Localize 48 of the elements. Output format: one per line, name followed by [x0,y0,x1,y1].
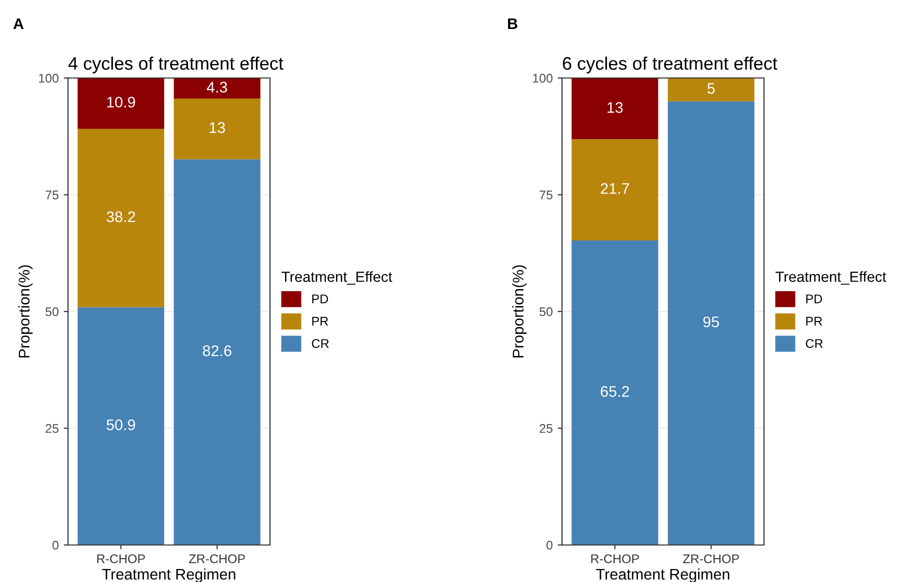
y-tick-label: 75 [540,190,552,200]
data-label: 50.9 [106,419,136,430]
bar [572,240,658,545]
data-label: 5 [707,83,715,94]
y-axis-title: Proportion(%) [512,265,527,358]
y-tick-label: 50 [540,307,552,316]
y-tick-label: 0 [52,540,58,550]
legend-title: Treatment_Effect [776,271,886,285]
y-tick-label: 100 [533,74,552,83]
bar [572,78,658,140]
y-tick-label: 75 [46,190,58,200]
y-tick-label: 50 [46,307,58,316]
bar [572,139,658,241]
y-tick-label: 25 [46,424,58,433]
legend-label: CR [312,339,329,348]
legend-label: PR [806,316,822,326]
x-tick-label: ZR-CHOP [189,554,245,564]
legend-label: PD [806,294,822,304]
y-tick-label: 100 [39,74,58,83]
data-label: 21.7 [600,183,630,194]
chart-title: 4 cycles of treatment effect [68,56,284,74]
data-label: 95 [703,316,719,328]
legend-label: CR [806,339,823,348]
bar [174,98,260,160]
text: A [13,18,24,29]
bar [78,307,164,545]
data-label: 82.6 [202,345,232,356]
y-axis-title: Proportion(%) [18,265,33,358]
x-tick-label: ZR-CHOP [683,554,739,564]
text: B [508,18,518,29]
legend-label: PR [312,316,328,326]
legend-label: PD [312,294,328,304]
bar [174,78,260,99]
x-tick-label: R-CHOP [591,554,639,564]
bar [78,78,164,129]
bar [78,128,164,308]
y-tick-label: 25 [540,424,552,433]
data-label: 65.2 [600,386,630,397]
chart-title: 6 cycles of treatment effect [562,56,778,74]
x-tick-label: R-CHOP [97,554,145,564]
data-label: 13 [608,102,623,113]
data-label: 13 [210,122,225,134]
data-label: 10.9 [107,96,136,108]
data-label: 38.2 [106,211,136,222]
y-tick-label: 0 [546,540,552,550]
legend-title: Treatment_Effect [282,271,392,285]
data-label: 4.3 [206,82,228,93]
bar [668,78,754,102]
